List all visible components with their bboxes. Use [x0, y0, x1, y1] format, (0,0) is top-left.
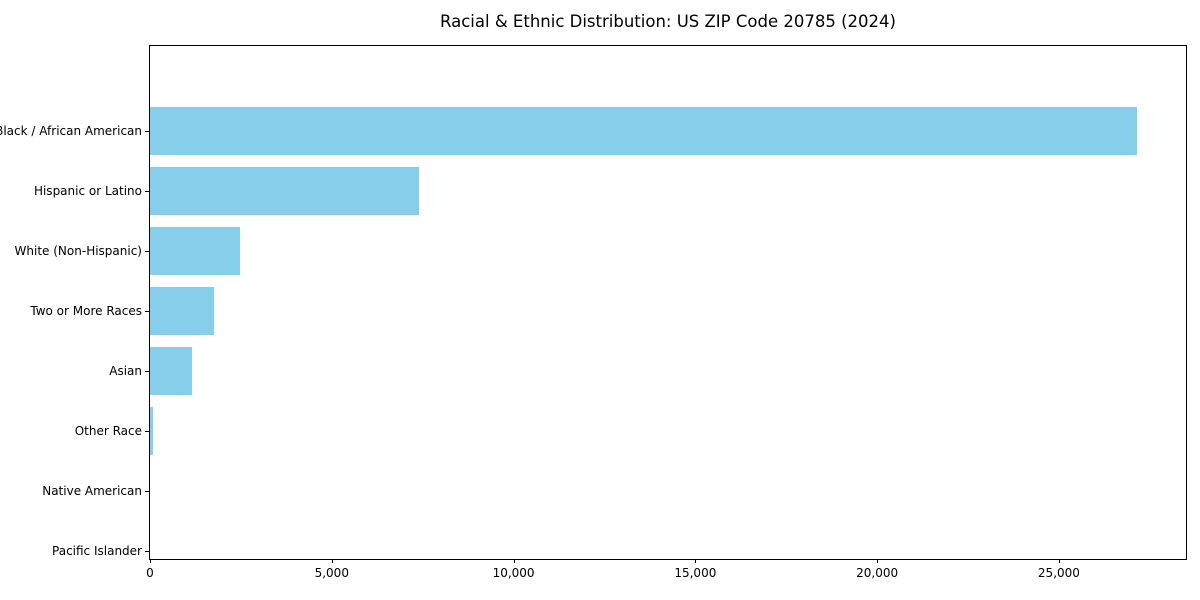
y-axis-label: Asian: [109, 364, 142, 378]
bar: [150, 407, 153, 455]
y-axis-label: Native American: [42, 484, 142, 498]
plot-area: Black / African American Hispanic or Lati…: [0, 45, 1187, 580]
y-axis-tick: [145, 131, 149, 132]
x-axis-tick-label: 15,000: [674, 566, 717, 580]
y-axis-tick: [145, 551, 149, 552]
y-axis-label: Other Race: [74, 424, 142, 438]
bar: [150, 167, 420, 215]
x-axis-tick: [513, 559, 515, 563]
y-axis-tick: [145, 371, 149, 372]
x-axis-tick: [150, 559, 151, 563]
y-axis-label: White (Non-Hispanic): [14, 244, 142, 258]
y-axis-tick: [145, 491, 149, 492]
x-axis-tick-label: 10,000: [492, 566, 535, 580]
y-axis-label: Two or More Races: [30, 304, 142, 318]
y-axis-tick: [145, 431, 149, 432]
x-axis-tick-label: 0: [146, 566, 154, 580]
x-axis-tick: [877, 559, 879, 563]
bar: [150, 287, 214, 335]
x-axis-tick-label: 25,000: [1037, 566, 1080, 580]
y-axis-label: Hispanic or Latino: [33, 184, 142, 198]
bar: [150, 227, 241, 275]
y-axis-tick: [145, 311, 149, 312]
x-axis-tick-label: 5,000: [314, 566, 349, 580]
y-axis-label: Black / African American: [0, 124, 142, 138]
bar: [150, 107, 1138, 155]
chart-title: Racial & Ethnic Distribution: US ZIP Cod…: [440, 12, 896, 31]
y-axis-label: Pacific Islander: [52, 544, 142, 558]
y-axis-tick: [145, 251, 149, 252]
x-axis-tick: [1058, 559, 1060, 563]
x-axis-tick: [695, 559, 697, 563]
x-axis-tick-label: 20,000: [856, 566, 899, 580]
x-axis-tick: [331, 559, 333, 563]
bar: [150, 347, 192, 395]
y-axis-tick: [145, 191, 149, 192]
